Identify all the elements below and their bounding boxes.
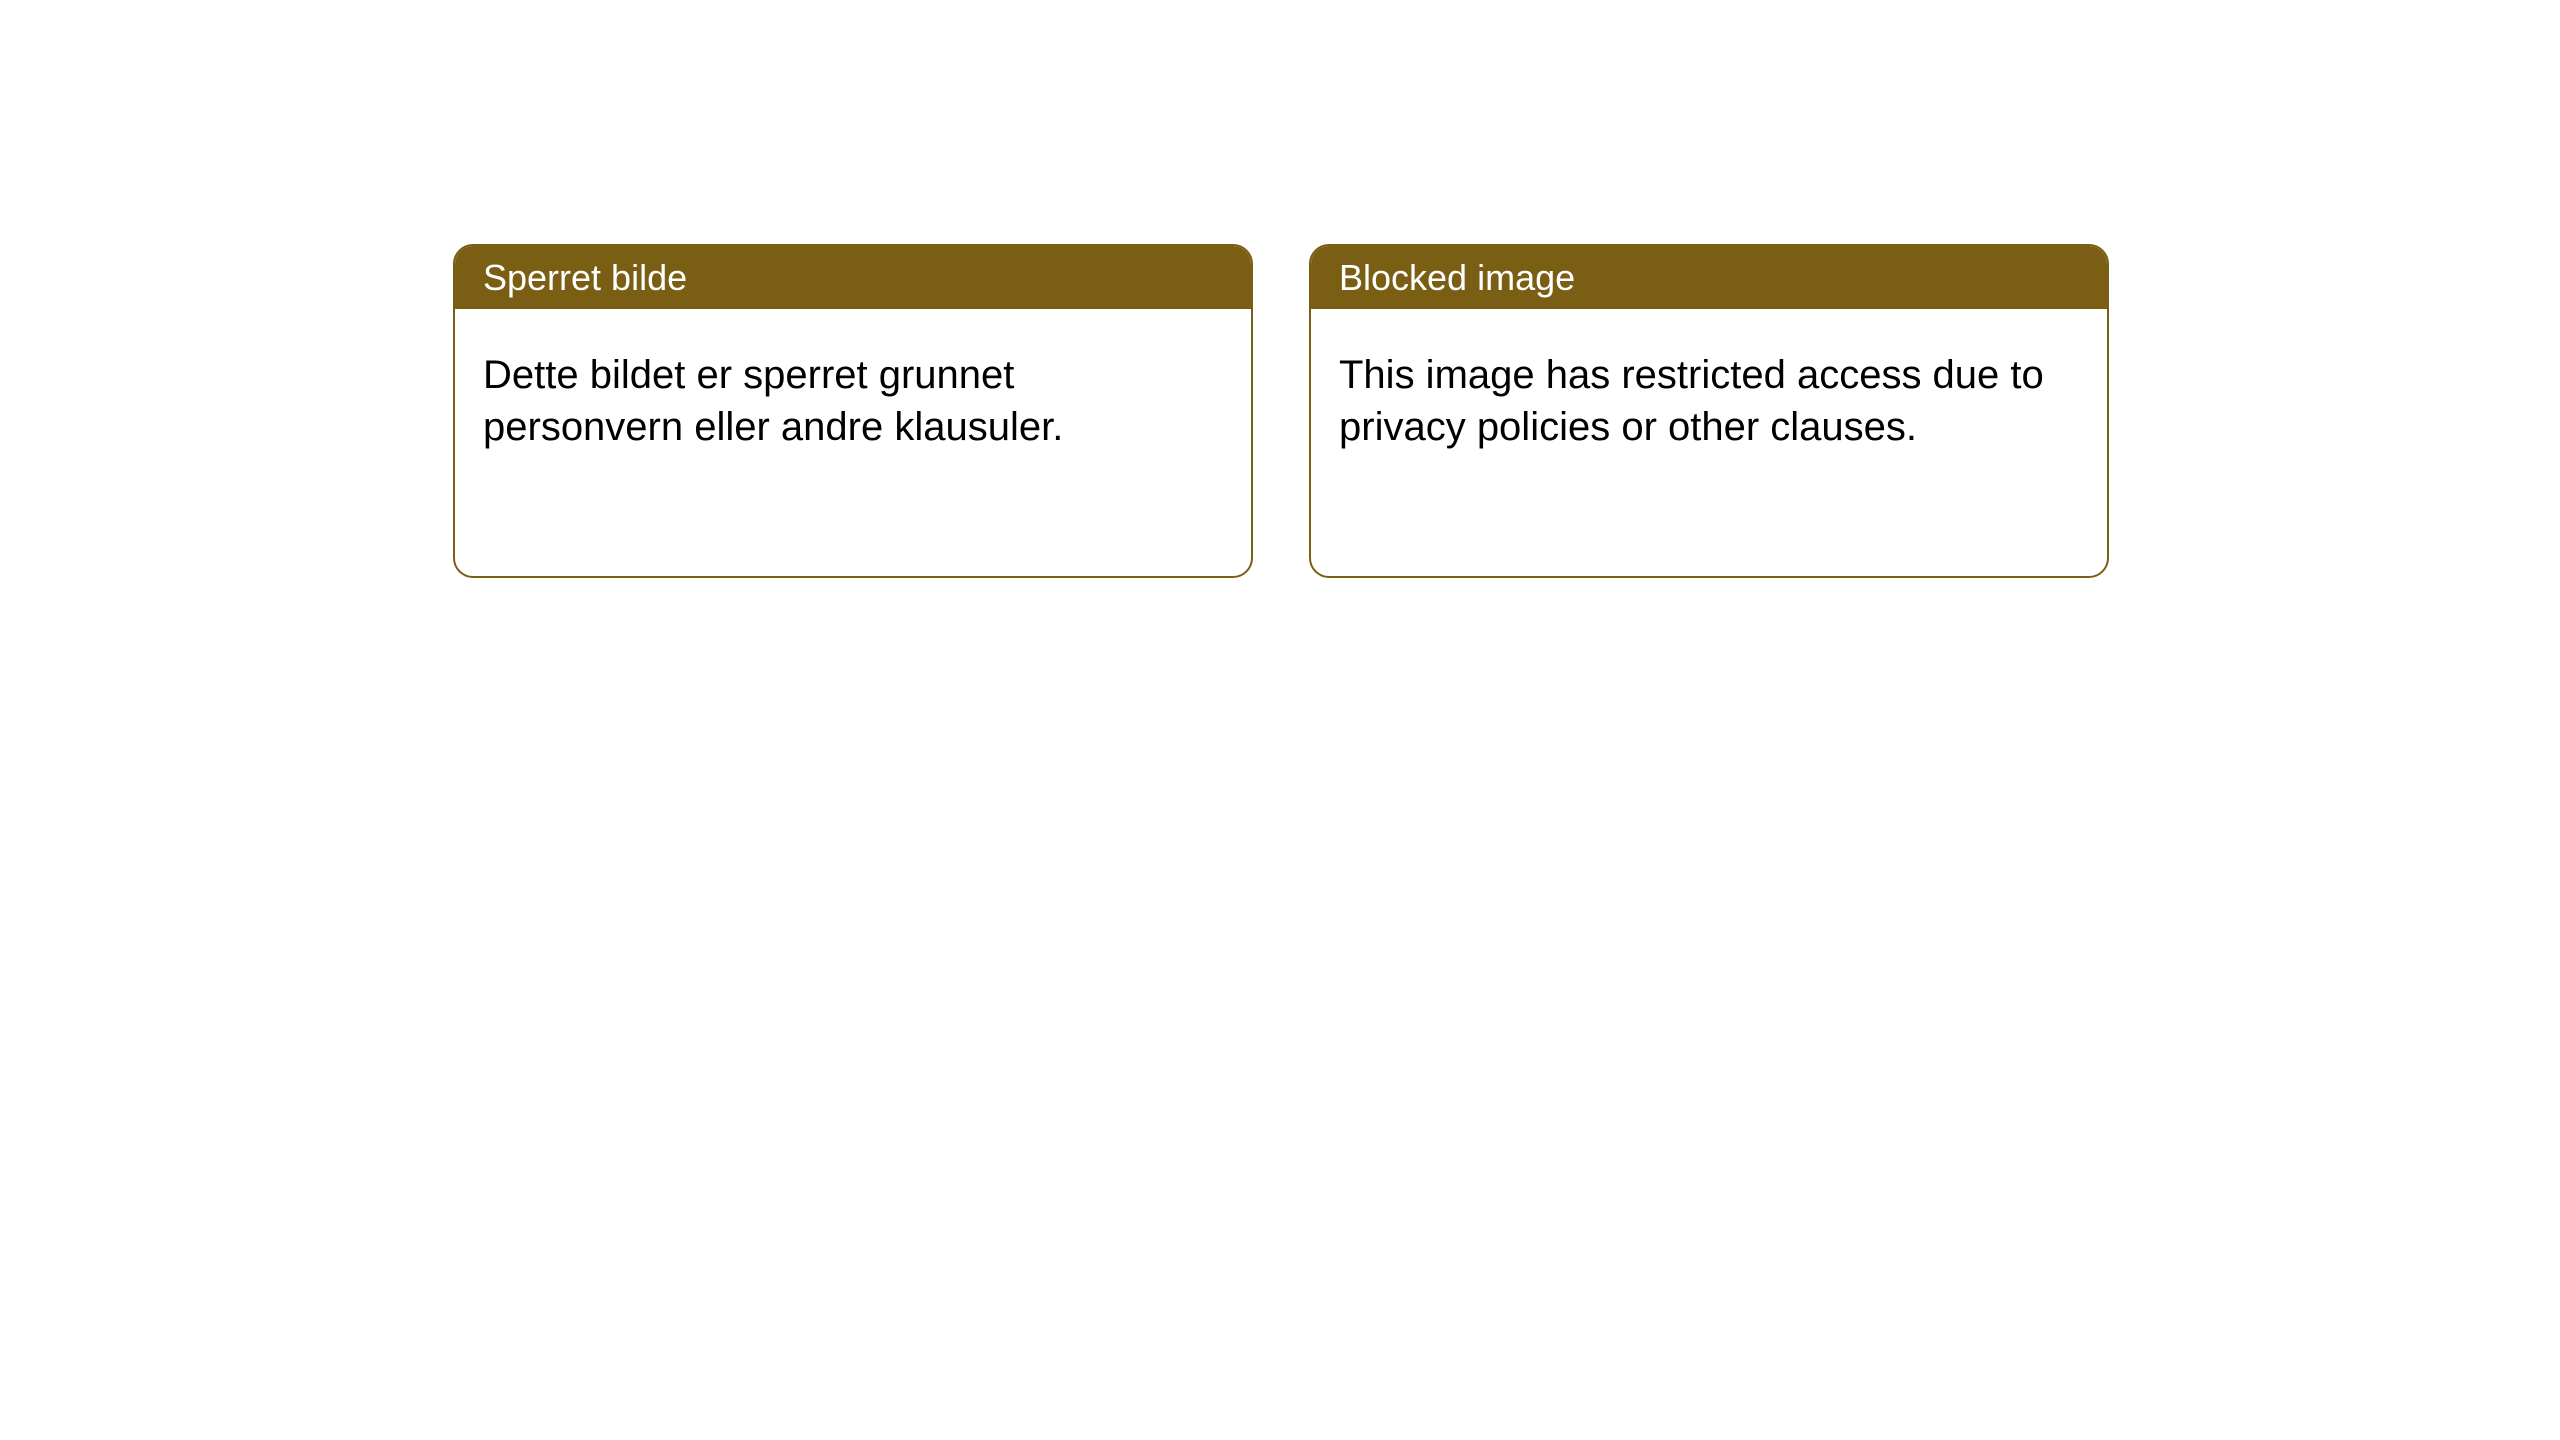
notice-title: Blocked image — [1311, 246, 2107, 309]
notice-body: This image has restricted access due to … — [1311, 309, 2107, 481]
notice-container: Sperret bilde Dette bildet er sperret gr… — [0, 0, 2560, 578]
notice-body: Dette bildet er sperret grunnet personve… — [455, 309, 1251, 481]
notice-card-norwegian: Sperret bilde Dette bildet er sperret gr… — [453, 244, 1253, 578]
notice-card-english: Blocked image This image has restricted … — [1309, 244, 2109, 578]
notice-title: Sperret bilde — [455, 246, 1251, 309]
